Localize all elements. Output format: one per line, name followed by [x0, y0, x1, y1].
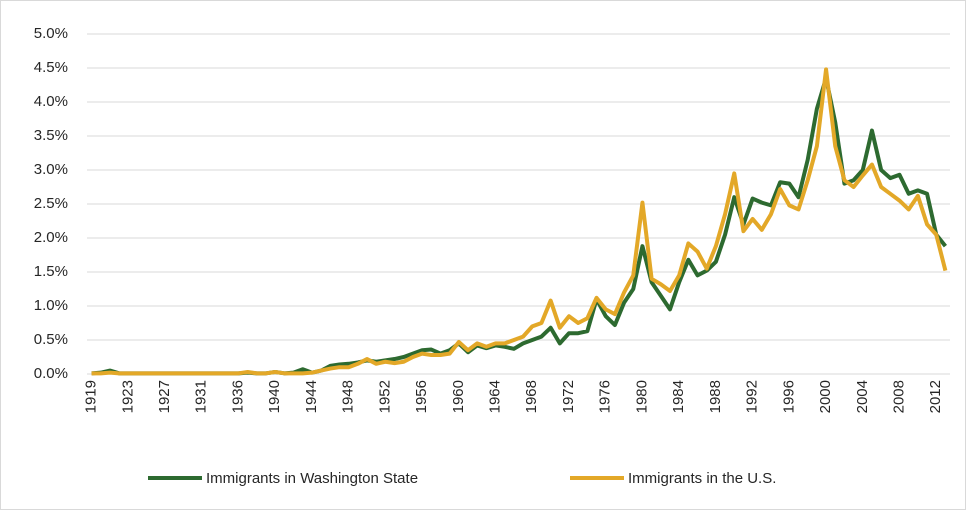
y-tick-label: 3.0% [34, 161, 68, 178]
x-tick-label: 1976 [597, 380, 614, 413]
y-tick-label: 3.5% [34, 127, 68, 144]
y-tick-label: 4.5% [34, 59, 68, 76]
x-tick-label: 1940 [266, 380, 283, 413]
x-tick-label: 2012 [927, 380, 944, 413]
x-tick-label: 1931 [193, 380, 210, 413]
x-tick-label: 1988 [707, 380, 724, 413]
x-tick-label: 1944 [303, 380, 320, 413]
x-tick-label: 1968 [523, 380, 540, 413]
legend-label: Immigrants in Washington State [206, 470, 418, 487]
y-tick-label: 4.0% [34, 93, 68, 110]
y-tick-label: 2.0% [34, 229, 68, 246]
x-tick-label: 1936 [229, 380, 246, 413]
y-tick-label: 0.0% [34, 365, 68, 382]
x-tick-label: 1972 [560, 380, 577, 413]
x-tick-label: 1952 [376, 380, 393, 413]
y-tick-label: 5.0% [34, 25, 68, 42]
y-tick-label: 1.5% [34, 263, 68, 280]
x-tick-label: 1919 [83, 380, 100, 413]
y-tick-label: 1.0% [34, 297, 68, 314]
y-tick-label: 0.5% [34, 331, 68, 348]
x-tick-label: 1956 [413, 380, 430, 413]
series-line [91, 67, 948, 376]
x-tick-label: 1964 [487, 380, 504, 413]
x-tick-label: 1996 [780, 380, 797, 413]
x-tick-label: 1980 [633, 380, 650, 413]
x-tick-label: 1923 [119, 380, 136, 413]
x-tick-label: 1984 [670, 380, 687, 413]
legend-label: Immigrants in the U.S. [628, 470, 776, 487]
x-tick-label: 2008 [890, 380, 907, 413]
x-tick-label: 1948 [340, 380, 357, 413]
x-tick-label: 1992 [744, 380, 761, 413]
x-tick-label: 1960 [450, 380, 467, 413]
x-tick-label: 2000 [817, 380, 834, 413]
x-tick-label: 2004 [854, 380, 871, 413]
y-tick-label: 2.5% [34, 195, 68, 212]
x-tick-label: 1927 [156, 380, 173, 413]
